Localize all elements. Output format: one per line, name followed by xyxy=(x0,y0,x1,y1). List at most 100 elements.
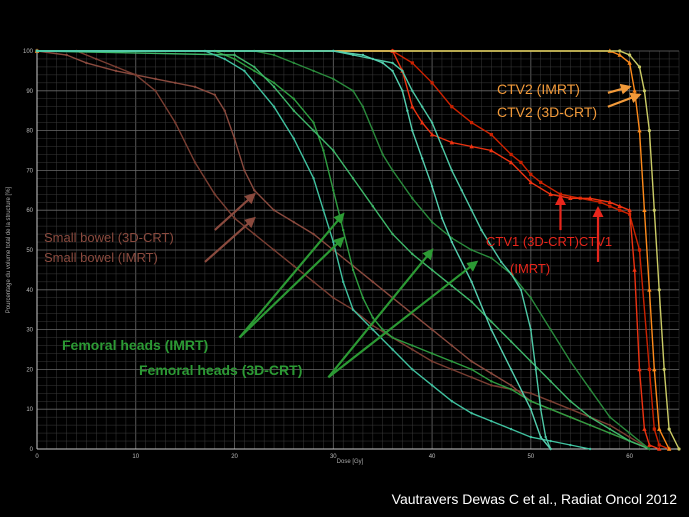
y-tick-label: 40 xyxy=(26,288,33,294)
series-5-point xyxy=(430,328,434,331)
series-6-point xyxy=(411,348,414,351)
series-line-2 xyxy=(37,50,660,450)
series-8-point xyxy=(549,380,552,383)
series-line-7 xyxy=(37,50,650,450)
y-tick-label: 80 xyxy=(26,129,33,135)
series-2-point xyxy=(568,195,573,201)
femoral-heads-3dcrt-2-arrow xyxy=(327,260,479,379)
series-6-point xyxy=(272,248,276,252)
x-tick-label: 50 xyxy=(528,454,535,460)
series-9-point xyxy=(361,105,365,108)
series-11-point xyxy=(490,419,493,423)
series-3-point xyxy=(637,128,642,133)
series-11-point xyxy=(312,177,315,180)
series-7-point xyxy=(292,97,295,100)
series-5-point xyxy=(490,372,493,375)
series-7-point xyxy=(549,408,552,411)
femoral-heads-3dcrt-1-arrow xyxy=(327,248,434,379)
series-9-point xyxy=(312,69,315,73)
y-tick-label: 70 xyxy=(26,168,33,174)
small-bowel-3dcrt-arrow xyxy=(214,192,256,231)
series-2-point xyxy=(528,179,534,185)
series-12-point xyxy=(35,49,39,53)
series-8-point xyxy=(608,427,612,431)
series-9-point xyxy=(391,169,394,172)
series-6-point xyxy=(608,423,612,427)
series-11-point xyxy=(411,368,414,371)
series-6-point xyxy=(134,73,137,77)
series-8-point xyxy=(371,205,375,208)
series-6-point xyxy=(490,384,493,387)
series-8-point xyxy=(253,65,256,69)
series-7-point xyxy=(569,415,572,419)
series-6-point xyxy=(213,193,216,196)
series-6-point xyxy=(193,161,197,164)
series-1-point xyxy=(598,200,602,204)
series-9-point xyxy=(411,197,414,200)
series-9-point xyxy=(351,89,355,93)
series-11-point xyxy=(509,427,513,431)
series-7-point xyxy=(272,81,276,85)
series-10-point xyxy=(519,288,523,291)
series-2-point xyxy=(489,148,494,153)
series-8-point xyxy=(312,129,315,132)
series-9-point xyxy=(549,328,552,331)
series-7-point xyxy=(322,149,325,152)
series-11-point xyxy=(332,240,335,244)
series-10-point xyxy=(490,244,493,248)
series-10-point xyxy=(440,145,444,148)
series-5-point xyxy=(253,189,256,192)
series-9-point xyxy=(648,447,651,451)
series-12-point xyxy=(332,49,335,53)
series-7-point xyxy=(253,69,256,73)
series-10-point xyxy=(534,368,537,371)
series-12-point xyxy=(450,240,454,244)
series-2-point xyxy=(548,191,553,197)
series-2-point xyxy=(637,366,642,372)
series-11-point xyxy=(430,384,434,387)
series-12-point xyxy=(411,129,414,132)
series-8-point xyxy=(588,415,592,419)
series-4-point xyxy=(628,53,632,57)
series-1-point xyxy=(519,160,523,165)
series-10-point xyxy=(480,228,483,232)
series-9-point xyxy=(608,415,612,419)
series-7-point xyxy=(450,360,454,363)
series-2-point xyxy=(449,140,455,145)
series-5-point xyxy=(243,169,246,172)
series-7-point xyxy=(529,400,533,403)
series-11-point xyxy=(549,439,552,443)
series-10-point xyxy=(391,61,394,65)
series-9-point xyxy=(332,77,335,81)
series-8-point xyxy=(272,85,276,89)
series-4-point xyxy=(642,89,647,93)
series-9-point xyxy=(381,153,384,156)
citation-caption: Vautravers Dewas C et al., Radiat Oncol … xyxy=(391,491,677,507)
series-11-point xyxy=(588,447,592,451)
series-8-point xyxy=(233,53,236,57)
y-axis-label: Pourcentage du volume total de la struct… xyxy=(6,186,12,313)
series-6-point xyxy=(529,392,533,395)
series-3-point xyxy=(617,52,622,57)
series-1-point xyxy=(608,204,612,208)
series-6-point xyxy=(470,376,473,379)
series-12-point xyxy=(406,109,409,112)
series-2-point xyxy=(632,267,637,272)
series-1-point xyxy=(489,132,493,137)
series-10-point xyxy=(401,69,404,73)
series-2-point xyxy=(508,159,514,165)
series-lines xyxy=(34,48,681,451)
x-tick-label: 10 xyxy=(132,454,139,460)
series-2-point xyxy=(642,426,647,431)
series-10-point xyxy=(421,105,424,108)
series-10-point xyxy=(509,272,513,276)
x-axis-label: Dose [Gy] xyxy=(337,459,364,465)
series-7-point xyxy=(430,352,434,355)
series-11-point xyxy=(371,328,375,331)
series-line-12 xyxy=(37,50,552,450)
series-8-point xyxy=(509,340,513,343)
series-7-point xyxy=(490,380,493,383)
series-7-point xyxy=(588,423,592,427)
series-2-point xyxy=(410,104,415,109)
